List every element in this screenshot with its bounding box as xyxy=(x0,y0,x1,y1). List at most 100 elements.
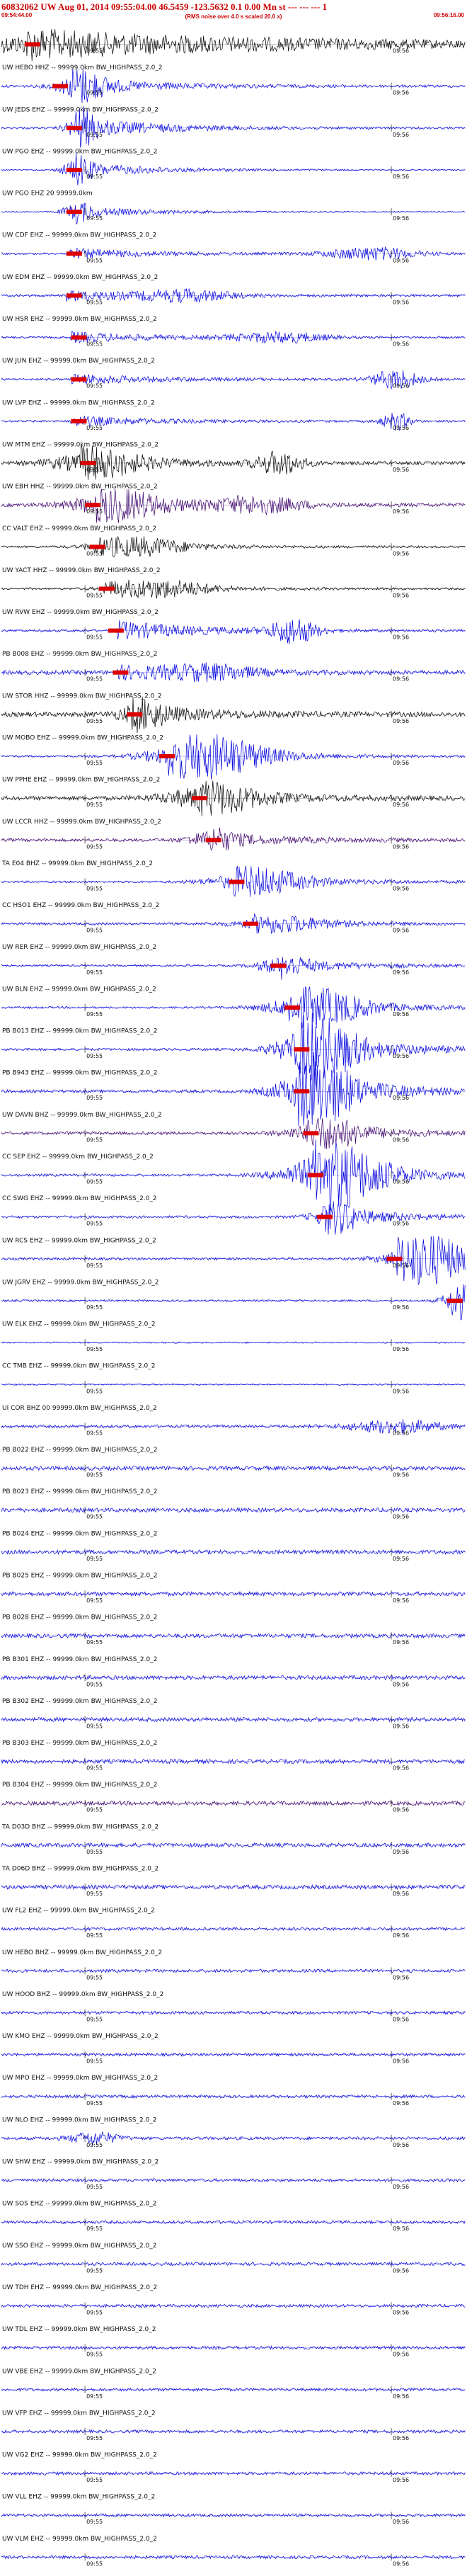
time-tick-label: 09:56 xyxy=(393,718,409,724)
station-label: UW VG2 EHZ -- 99999.0km BW_HIGHPASS_2.0_… xyxy=(2,2452,157,2459)
waveform xyxy=(1,2131,466,2145)
trace-row: 09:55 09:56 UW EBH HHZ -- 99999.0km BW_HIG… xyxy=(1,484,466,523)
time-tick-label: 09:55 xyxy=(86,2309,103,2315)
station-label: UW NLO EHZ -- 99999.0km BW_HIGHPASS_2.0_… xyxy=(2,2116,157,2124)
time-tick-label: 09:56 xyxy=(393,383,409,389)
time-tick-label: 09:56 xyxy=(393,1304,409,1311)
station-label: UW MOBO EHZ -- 99999.0km BW_HIGHPASS_2.0… xyxy=(2,735,163,742)
pick-marker xyxy=(66,125,82,130)
time-tick-label: 09:55 xyxy=(86,1597,103,1604)
trace-row: 09:55 09:56 PB B304 EHZ -- 99999.0km BW_HI… xyxy=(1,1782,466,1813)
time-tick-label: 09:56 xyxy=(393,592,409,598)
time-tick-label: 09:56 xyxy=(393,1053,409,1059)
waveform xyxy=(1,1383,466,1386)
station-label: UW VBE EHZ -- 99999.0km BW_HIGHPASS_2.0_… xyxy=(2,2368,156,2375)
station-label: UW PPHE EHZ -- 99999.0km BW_HIGHPASS_2.0… xyxy=(2,777,160,784)
time-tick-label: 09:55 xyxy=(86,2477,103,2483)
time-tick-label: 09:55 xyxy=(86,1263,103,1269)
waveform xyxy=(1,1675,466,1681)
station-label: UW SOS EHZ -- 99999.0km BW_HIGHPASS_2.0_… xyxy=(2,2201,157,2208)
pick-marker xyxy=(66,293,82,298)
waveform xyxy=(1,957,466,980)
trace-row: 09:55 09:56 UW SOS EHZ -- 99999.0km BW_HIG… xyxy=(1,2201,466,2232)
time-tick-label: 09:56 xyxy=(393,1388,409,1394)
time-tick-label: 09:55 xyxy=(86,2225,103,2232)
trace-row: 09:55 09:56 UW NLO EHZ -- 99999.0km BW_HIG… xyxy=(1,2116,466,2148)
time-tick-label: 09:56 xyxy=(393,1807,409,1813)
station-label: UW DAVN BHZ -- 99999.0km BW_HIGHPASS_2.0… xyxy=(2,1112,162,1119)
time-tick-label: 09:55 xyxy=(86,1346,103,1352)
trace-row: 09:55 09:56 UW JUN EHZ -- 99999.0km BW_HIG… xyxy=(1,358,466,389)
time-tick-label: 09:56 xyxy=(393,969,409,976)
station-label: PB B028 EHZ -- 99999.0km BW_HIGHPASS_2.0… xyxy=(2,1614,157,1622)
time-tick-label: 09:55 xyxy=(86,2142,103,2148)
pick-marker xyxy=(243,921,259,926)
trace-row: 09:55 09:56 UW VBE EHZ -- 99999.0km BW_HIG… xyxy=(1,2368,466,2400)
station-label: TA D06D BHZ -- 99999.0km BW_HIGHPASS_2.0… xyxy=(1,1865,158,1872)
time-tick-label: 09:56 xyxy=(393,2477,409,2483)
trace-row: 09:55 09:56 PB B023 EHZ -- 99999.0km BW_HI… xyxy=(1,1488,466,1520)
station-label: UW MPO EHZ -- 99999.0km BW_HIGHPASS_2.0_… xyxy=(2,2075,158,2082)
station-label: PB B303 EHZ -- 99999.0km BW_HIGHPASS_2.0… xyxy=(2,1740,157,1747)
time-tick-label: 09:55 xyxy=(86,2058,103,2065)
waveform xyxy=(1,1549,466,1555)
station-label: PB B304 EHZ -- 99999.0km BW_HIGHPASS_2.0… xyxy=(2,1782,157,1789)
time-tick-label: 09:56 xyxy=(393,2393,409,2400)
time-tick-label: 09:56 xyxy=(393,1556,409,1562)
waveform xyxy=(1,1883,466,1891)
waveform xyxy=(1,986,466,1029)
station-label: CC SEP EHZ -- 99999.0km BW_HIGHPASS_2.0_… xyxy=(2,1153,154,1161)
time-tick-label: 09:56 xyxy=(393,425,409,431)
station-label: PB B022 EHZ -- 99999.0km BW_HIGHPASS_2.0… xyxy=(2,1447,157,1454)
time-tick-label: 09:56 xyxy=(393,885,409,891)
time-tick-label: 09:56 xyxy=(393,467,409,473)
trace-row: 09:55 09:56 UW STOR HHZ -- 99999.0km BW_HI… xyxy=(1,693,466,734)
time-tick-label: 09:55 xyxy=(86,969,103,976)
time-tick-label: 09:55 xyxy=(86,132,103,138)
time-tick-label: 09:56 xyxy=(393,2519,409,2525)
time-tick-label: 09:55 xyxy=(86,592,103,598)
time-tick-label: 09:56 xyxy=(393,1974,409,1981)
trace-row: 09:55 09:56 PB B024 EHZ -- 99999.0km BW_HI… xyxy=(1,1530,466,1562)
trace-row: 09:55 09:56 UW DAVN BHZ -- 99999.0km BW_HI… xyxy=(1,1112,466,1149)
station-label: UW RER EHZ -- 99999.0km BW_HIGHPASS_2.0_… xyxy=(2,944,156,951)
waveform xyxy=(1,2387,466,2393)
waveform xyxy=(1,68,466,103)
time-tick-label: 09:56 xyxy=(393,1472,409,1478)
trace-row: 09:55 09:56 PB B302 EHZ -- 99999.0km BW_HI… xyxy=(1,1698,466,1729)
station-label: UI COR BHZ 00 99999.0km BW_HIGHPASS_2.0_… xyxy=(2,1405,157,1412)
station-label: CC SWG EHZ -- 99999.0km BW_HIGHPASS_2.0_… xyxy=(2,1195,157,1202)
time-tick-label: 09:55 xyxy=(86,1388,103,1394)
time-tick-label: 09:56 xyxy=(393,1011,409,1018)
trace-row: 09:55 09:56 UW PGO EHZ -- 99999.0km BW_HIG… xyxy=(1,148,466,186)
pick-marker xyxy=(71,418,87,423)
station-label: UW VFP EHZ -- 99999.0km BW_HIGHPASS_2.0_… xyxy=(2,2410,156,2417)
time-tick-label: 09:55 xyxy=(86,1765,103,1772)
station-label: UW STOR HHZ -- 99999.0km BW_HIGHPASS_2.0… xyxy=(2,693,162,700)
trace-row: 09:55 09:56 UW LVP EHZ -- 99999.0km BW_HIG… xyxy=(1,399,466,431)
pick-marker xyxy=(66,210,82,215)
pick-marker xyxy=(66,167,82,172)
time-tick-label: 09:55 xyxy=(86,843,103,850)
waveform xyxy=(1,1926,466,1932)
time-tick-label: 09:55 xyxy=(86,550,103,557)
trace-row: 09:55 09:56 PB B025 EHZ -- 99999.0km BW_HI… xyxy=(1,1572,466,1604)
waveform xyxy=(1,1716,466,1723)
trace-row: 09:55 09:56 UW TDH EHZ -- 99999.0km BW_HIG… xyxy=(1,2284,466,2315)
pick-marker xyxy=(303,1131,319,1136)
station-label: UW RCS EHZ -- 99999.0km BW_HIGHPASS_2.0_… xyxy=(2,1237,156,1244)
time-tick-label: 09:56 xyxy=(393,1891,409,1897)
time-tick-label: 09:55 xyxy=(86,1221,103,1227)
trace-row: 09:55 09:56 PB B301 EHZ -- 99999.0km BW_HI… xyxy=(1,1656,466,1687)
time-tick-label: 09:56 xyxy=(393,2309,409,2315)
waveform xyxy=(1,1201,466,1235)
time-tick-label: 09:55 xyxy=(86,215,103,222)
pick-marker xyxy=(66,251,82,256)
trace-row: 09:55 09:56 PB B028 EHZ -- 99999.0km BW_HI… xyxy=(1,1614,466,1646)
trace-row: 09:55 09:56 CC TMB EHZ -- 99999.0km BW_HIG… xyxy=(1,1363,466,1394)
trace-row: 09:55 09:56 UW BLN EHZ -- 99999.0km BW_HIG… xyxy=(1,986,466,1029)
waveform xyxy=(1,1465,466,1471)
record-header: 60832062 UW Aug 01, 2014 09:55:04.00 46.… xyxy=(0,0,467,21)
time-tick-label: 09:55 xyxy=(86,2184,103,2190)
trace-row: 09:55 09:56 UW SSO EHZ -- 99999.0km BW_HIG… xyxy=(1,2242,466,2274)
